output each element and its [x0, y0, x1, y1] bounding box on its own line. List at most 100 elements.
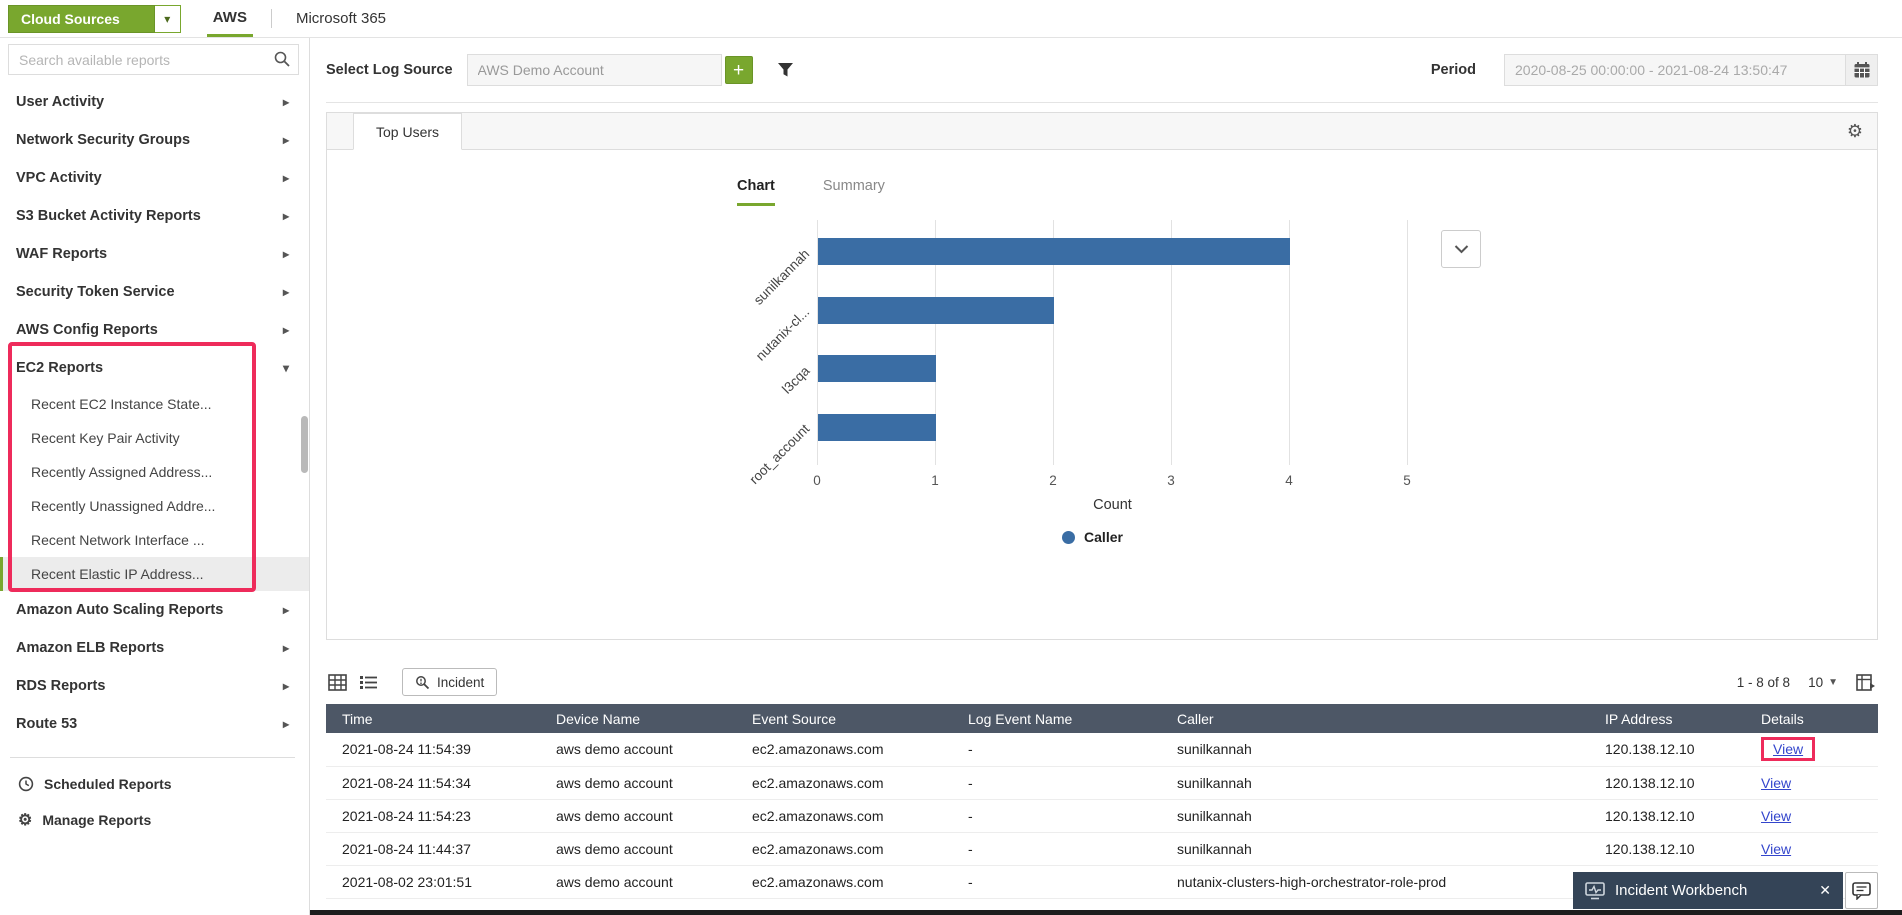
cloud-sources-button[interactable]: Cloud Sources: [8, 4, 155, 33]
tab-chart[interactable]: Chart: [737, 178, 775, 206]
filter-icon[interactable]: [777, 62, 794, 78]
tab-aws[interactable]: AWS: [206, 0, 253, 37]
table-cell: aws demo account: [548, 865, 744, 899]
chat-button[interactable]: [1845, 872, 1878, 909]
cloud-sources-group: Cloud Sources ▾: [8, 4, 181, 33]
incident-button[interactable]: Incident: [402, 668, 498, 696]
chevron-down-icon: [1454, 244, 1469, 254]
sidebar-subitem[interactable]: Recent EC2 Instance State...: [31, 396, 212, 412]
table-cell: View: [1753, 799, 1878, 833]
table-cell: -: [960, 799, 1169, 833]
sidebar-item-label: Network Security Groups: [16, 132, 191, 148]
sidebar-scrollbar: [299, 78, 308, 915]
toolbar-right: 1 - 8 of 8 10 ▼: [1736, 673, 1876, 691]
pagination-text: 1 - 8 of 8: [1736, 674, 1791, 690]
chart-bar[interactable]: [818, 413, 936, 441]
legend-label: Caller: [1084, 529, 1123, 545]
page-size-value: 10: [1808, 674, 1824, 690]
table-row: 2021-08-24 11:54:23 aws demo account ec2.a…: [326, 799, 1878, 833]
table-row: 2021-08-24 11:54:39 aws demo account ec2.a…: [326, 733, 1878, 767]
table-header-cell[interactable]: Time: [326, 704, 548, 733]
sidebar-subitem[interactable]: Recent Elastic IP Address...: [0, 557, 309, 591]
sidebar-scrollbar-thumb[interactable]: [301, 416, 308, 473]
table-cell: -: [960, 733, 1169, 767]
chart-bar[interactable]: [818, 355, 936, 383]
sidebar-subitem[interactable]: Recently Unassigned Addre...: [31, 498, 216, 514]
chat-icon: [1852, 881, 1871, 900]
grid-view-icon[interactable]: [328, 673, 347, 691]
table-header-cell[interactable]: Caller: [1169, 704, 1597, 733]
sidebar-item[interactable]: WAF Reports ▸: [0, 235, 309, 273]
sidebar-item-label: Security Token Service: [16, 284, 175, 300]
sidebar-item[interactable]: VPC Activity ▸: [0, 159, 309, 197]
view-link[interactable]: View: [1761, 807, 1792, 824]
chart-bar[interactable]: [818, 238, 1290, 265]
chart-options-dropdown[interactable]: [1441, 230, 1481, 268]
sidebar-item[interactable]: Route 53 ▸: [0, 705, 309, 743]
table-cell: View: [1753, 766, 1878, 800]
sidebar-item-label: User Activity: [16, 94, 105, 110]
view-link[interactable]: View: [1761, 840, 1792, 857]
sidebar-item-manage-reports[interactable]: ⚙ Manage Reports: [0, 802, 309, 838]
tab-summary[interactable]: Summary: [822, 178, 885, 194]
sidebar-subitem[interactable]: Recent Network Interface ...: [31, 532, 205, 548]
sidebar-item[interactable]: S3 Bucket Activity Reports ▸: [0, 197, 309, 235]
page-size-select[interactable]: 10 ▼: [1808, 675, 1838, 690]
calendar-icon[interactable]: [1846, 54, 1878, 86]
sidebar-item[interactable]: Amazon Auto Scaling Reports ▸: [0, 591, 309, 629]
chart-legend[interactable]: Caller: [797, 529, 1388, 545]
search-icon[interactable]: [273, 50, 291, 68]
table-cell: View: [1753, 832, 1878, 866]
sidebar-item[interactable]: Network Security Groups ▸: [0, 121, 309, 159]
sidebar-item[interactable]: RDS Reports ▸: [0, 667, 309, 705]
incident-workbench-label: Incident Workbench: [1615, 882, 1748, 899]
cloud-sources-dropdown-button[interactable]: ▾: [154, 4, 181, 33]
period-input[interactable]: [1504, 54, 1846, 86]
table-cell: aws demo account: [548, 733, 744, 767]
sidebar-item[interactable]: User Activity ▸: [0, 83, 309, 121]
sidebar-item-label: Amazon ELB Reports: [16, 640, 165, 656]
report-tab-strip: Top Users ⚙: [327, 113, 1877, 150]
sidebar-item[interactable]: EC2 Reports ▾: [0, 349, 309, 387]
add-log-source-button[interactable]: +: [724, 56, 753, 84]
close-icon[interactable]: ✕: [1819, 882, 1831, 898]
table-header-cell[interactable]: Event Source: [744, 704, 960, 733]
x-tick-label: 4: [1285, 473, 1293, 488]
export-icon[interactable]: [1856, 673, 1876, 691]
sidebar-subitem[interactable]: Recent Key Pair Activity: [31, 430, 180, 446]
topbar: Cloud Sources ▾ AWS Microsoft 365: [0, 0, 1902, 38]
table-cell: -: [960, 865, 1169, 899]
search-input[interactable]: [8, 44, 299, 75]
list-view-icon[interactable]: [359, 675, 378, 690]
chart-bar[interactable]: [818, 296, 1054, 324]
sidebar-item-label: AWS Config Reports: [16, 322, 158, 338]
x-tick-label: 1: [931, 473, 939, 488]
view-link[interactable]: View: [1761, 774, 1792, 791]
sidebar-item[interactable]: Security Token Service ▸: [0, 273, 309, 311]
report-settings-gear-icon[interactable]: ⚙: [1846, 120, 1863, 141]
tab-top-users[interactable]: Top Users: [353, 113, 463, 150]
main-content: Select Log Source + Period: [310, 38, 1902, 915]
table-cell: ec2.amazonaws.com: [744, 733, 960, 767]
chevron-right-icon: ▸: [282, 679, 289, 693]
chart-gridline: [817, 220, 818, 465]
table-header-cell[interactable]: Device Name: [548, 704, 744, 733]
incident-workbench-bar[interactable]: Incident Workbench ✕: [1573, 872, 1843, 909]
sidebar-subitem[interactable]: Recently Assigned Address...: [31, 464, 213, 480]
table-header-cell[interactable]: IP Address: [1597, 704, 1753, 733]
sidebar-item-scheduled-reports[interactable]: Scheduled Reports: [0, 766, 309, 802]
chevron-right-icon: ▸: [282, 133, 289, 147]
chart-card: Chart Summary 0 1 2 3 4 5 sunilkannah nutanix-c…: [327, 150, 1877, 640]
table-header-cell[interactable]: Log Event Name: [960, 704, 1169, 733]
log-source-input[interactable]: [466, 54, 722, 86]
sidebar-item[interactable]: AWS Config Reports ▸: [0, 311, 309, 349]
chart-gridline: [935, 220, 936, 465]
report-search: [8, 44, 299, 75]
table-header-cell[interactable]: Details: [1753, 704, 1878, 733]
view-link[interactable]: View: [1761, 737, 1816, 762]
sidebar-item[interactable]: Amazon ELB Reports ▸: [0, 629, 309, 667]
tab-microsoft-365[interactable]: Microsoft 365: [295, 10, 387, 27]
table-cell: ec2.amazonaws.com: [744, 832, 960, 866]
incident-icon: [415, 675, 430, 690]
bar-chart: 0 1 2 3 4 5 sunilkannah nutanix-cl... l3cqa root_…: [746, 220, 1411, 488]
